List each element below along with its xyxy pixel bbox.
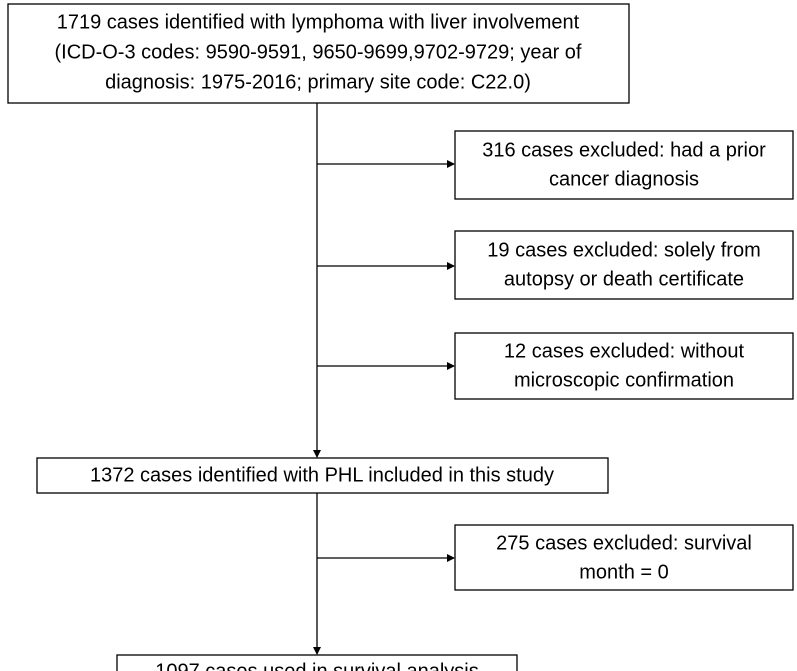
- node-box: [116, 654, 518, 671]
- node-text: 1719 cases identified with lymphoma with…: [57, 11, 580, 33]
- node-text: (ICD-O-3 codes: 9590-9591, 9650-9699,970…: [54, 41, 581, 63]
- node-text: 12 cases excluded: without: [504, 340, 745, 362]
- node-box: [7, 3, 630, 104]
- node-text: 1097 cases used in survival analysis: [155, 660, 479, 671]
- node-box: [36, 457, 609, 494]
- node-text: 316 cases excluded: had a prior: [482, 139, 766, 161]
- node-text: 19 cases excluded: solely from: [487, 239, 760, 261]
- node-box: [454, 332, 794, 400]
- node-text: microscopic confirmation: [514, 369, 734, 391]
- node-box: [454, 130, 794, 200]
- node-text: month = 0: [579, 561, 669, 583]
- node-text: diagnosis: 1975-2016; primary site code:…: [105, 71, 531, 93]
- node-text: 275 cases excluded: survival: [496, 532, 752, 554]
- node-text: cancer diagnosis: [549, 168, 699, 190]
- node-text: 1372 cases identified with PHL included …: [90, 464, 554, 486]
- node-box: [454, 524, 794, 591]
- node-text: autopsy or death certificate: [504, 268, 744, 290]
- node-box: [454, 230, 794, 300]
